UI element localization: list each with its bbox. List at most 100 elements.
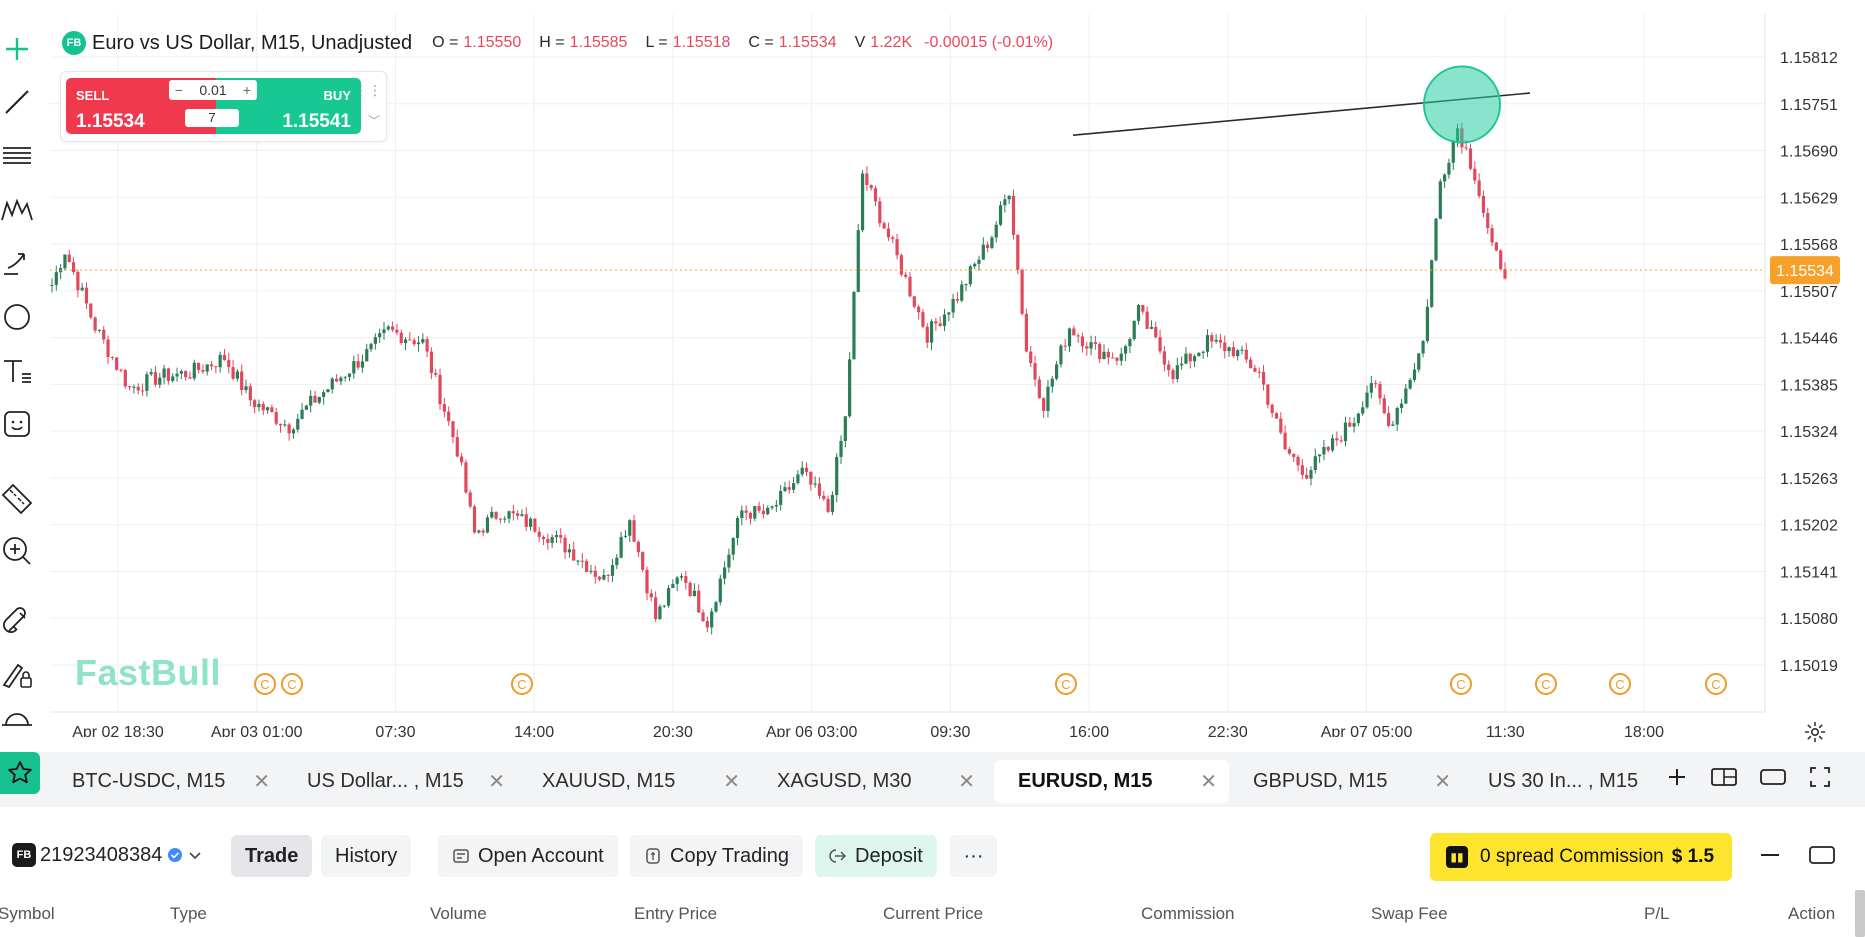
candle-body (188, 377, 192, 379)
increase-lot-button[interactable]: + (242, 82, 252, 98)
fib-levels-icon[interactable] (0, 138, 34, 172)
candle-body (990, 237, 994, 248)
chart-area[interactable]: 1.15812 1.15751 1.15690 1.15629 1.15568 1.155… (0, 0, 1865, 743)
pattern-icon[interactable] (0, 193, 34, 227)
candle-body (1443, 174, 1447, 182)
candle-body (227, 360, 231, 368)
chart-settings-gear-icon[interactable] (1803, 720, 1827, 744)
favorites-star-icon[interactable] (0, 752, 40, 794)
tab-close-icon[interactable]: ✕ (1434, 771, 1451, 793)
deposit-button[interactable]: Deposit (815, 835, 937, 877)
candle-body (809, 471, 813, 485)
candle-body (1283, 432, 1287, 450)
candle-body (710, 611, 714, 628)
candle-body (1408, 379, 1412, 389)
time-axis-label: 11:30 (1486, 724, 1525, 737)
copy-trading-label: Copy Trading (670, 844, 789, 867)
candle-body (1318, 454, 1322, 457)
candle-body (313, 395, 317, 403)
candle-body (671, 583, 675, 588)
trade-tab[interactable]: Trade (231, 835, 313, 877)
add-tab-plus-icon[interactable] (1662, 762, 1692, 792)
tab-us30[interactable]: US 30 In... , M15 (1464, 760, 1664, 803)
arrow-icon[interactable] (0, 246, 34, 280)
candle-body (1274, 413, 1279, 419)
history-tab-label: History (335, 844, 398, 867)
layout-split-icon[interactable] (1709, 762, 1739, 792)
tab-btc-usdc[interactable]: BTC-USDC, M15 ✕ (48, 760, 282, 803)
candle-body (697, 590, 701, 613)
tab-us-dollar[interactable]: US Dollar... , M15 ✕ (283, 760, 517, 803)
candle-body (968, 266, 972, 285)
open-account-button[interactable]: Open Account (438, 835, 618, 877)
candle-body (1167, 364, 1171, 371)
emoji-icon[interactable] (0, 407, 34, 441)
tab-xauusd[interactable]: XAUUSD, M15 ✕ (518, 760, 752, 803)
more-actions-button[interactable]: ··· (950, 835, 997, 877)
crosshair-icon[interactable] (0, 32, 34, 66)
candle-body (261, 403, 265, 411)
tab-label: US 30 In... , M15 (1488, 770, 1639, 792)
candle-body (1261, 371, 1266, 385)
lot-size-value[interactable]: 0.01 (199, 82, 227, 98)
tab-close-icon[interactable]: ✕ (723, 771, 740, 793)
panel-scrollbar[interactable] (1855, 890, 1865, 937)
open-account-label: Open Account (478, 844, 604, 867)
event-marker-icon (1609, 673, 1631, 695)
price-chart[interactable]: 1.15812 1.15751 1.15690 1.15629 1.15568 1.155… (0, 0, 1865, 737)
column-header: Action (1788, 904, 1836, 923)
candle-body (106, 339, 110, 358)
single-layout-icon[interactable] (1758, 762, 1788, 792)
magnet-icon[interactable] (0, 604, 34, 638)
candle-body (1218, 339, 1223, 343)
column-header: Symbol (0, 904, 55, 923)
tab-close-icon[interactable]: ✕ (958, 771, 975, 793)
promo-banner[interactable]: ▮▮ 0 spread Commission $ 1.5 (1430, 833, 1732, 881)
deposit-icon (829, 849, 847, 863)
circle-shape-icon[interactable] (0, 300, 34, 334)
tab-close-icon[interactable]: ✕ (253, 771, 270, 793)
positions-table-header: Symbol Type Volume Entry Price Current P… (0, 900, 1865, 930)
candle-body (1141, 305, 1145, 312)
fullscreen-icon[interactable] (1805, 762, 1835, 792)
candle-body (516, 513, 520, 516)
candle-body (287, 424, 291, 434)
candle-body (309, 395, 313, 406)
event-marker-glyph: C (1061, 677, 1070, 692)
symbol-title[interactable]: Euro vs US Dollar, M15, Unadjusted (92, 31, 413, 54)
minimize-panel-icon[interactable] (1758, 843, 1782, 873)
ruler-icon[interactable] (0, 482, 34, 516)
candle-body (800, 467, 804, 475)
drag-handle-icon[interactable]: ⋮⋮ (354, 82, 382, 98)
event-marker-glyph: C (287, 677, 296, 692)
candle-body (192, 362, 196, 379)
candle-body (166, 368, 171, 381)
candle-body (403, 339, 408, 344)
chevron-down-icon[interactable]: ﹀ (367, 114, 380, 128)
tab-close-icon[interactable]: ✕ (488, 771, 505, 793)
candle-body (240, 371, 244, 391)
trend-line-icon[interactable] (0, 85, 34, 119)
candle-body (179, 371, 183, 374)
history-tab[interactable]: History (321, 835, 412, 877)
candle-body (1313, 456, 1317, 471)
maximize-panel-icon[interactable] (1808, 843, 1836, 873)
copy-trading-button[interactable]: Copy Trading (630, 835, 803, 877)
candle-body (1162, 351, 1166, 365)
tab-xagusd[interactable]: XAGUSD, M30 ✕ (753, 760, 987, 803)
tab-close-icon[interactable]: ✕ (1200, 771, 1217, 793)
candle-body (128, 386, 132, 388)
more-tools-icon[interactable] (0, 709, 34, 731)
volume-label: V (854, 34, 866, 51)
candle-body (1395, 408, 1399, 425)
lock-drawing-icon[interactable] (0, 657, 34, 691)
decrease-lot-button[interactable]: − (174, 82, 184, 98)
text-icon[interactable] (0, 354, 34, 388)
tab-eurusd[interactable]: EURUSD, M15 ✕ (994, 760, 1229, 803)
tab-gbpusd[interactable]: GBPUSD, M15 ✕ (1229, 760, 1463, 803)
zoom-in-icon[interactable] (0, 534, 34, 568)
account-selector[interactable]: FB 21923408384 (12, 835, 202, 875)
candle-body (214, 366, 218, 368)
candle-body (649, 593, 653, 598)
time-axis-label: 09:30 (930, 724, 970, 737)
